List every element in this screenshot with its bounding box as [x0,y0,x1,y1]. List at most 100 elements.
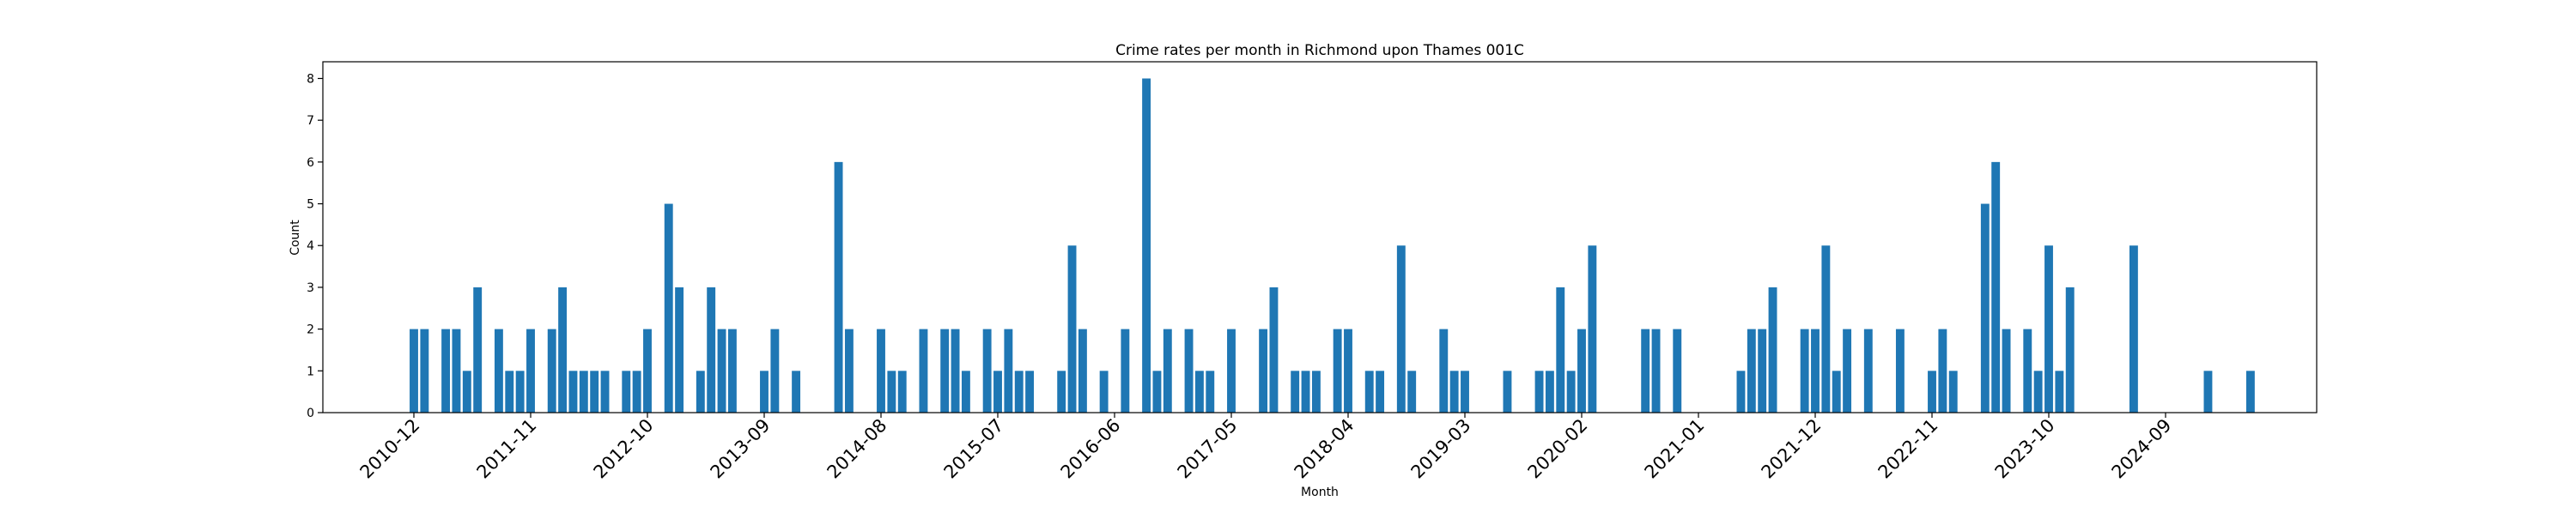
bar-2013-03 [696,371,705,413]
bar-2021-08 [1768,287,1777,413]
bar-2018-07 [1376,371,1385,413]
bar-2018-04 [1344,329,1352,413]
bar-2014-08 [877,329,885,413]
bar-2020-03 [1588,245,1597,413]
bar-2011-08 [494,329,503,413]
bar-2011-03 [441,329,451,413]
y-tick-label: 6 [307,156,314,170]
bar-2020-11 [1673,329,1682,413]
y-tick-label: 5 [307,198,314,212]
bar-2023-08 [2023,329,2032,413]
bar-2017-12 [1301,371,1310,413]
x-tick-label: 2019-03 [1407,415,1475,483]
bar-2011-06 [473,287,483,413]
bar-2014-12 [919,329,928,413]
bar-2023-06 [2002,329,2011,413]
bar-2014-04 [834,161,843,413]
bar-2013-06 [727,329,737,413]
bar-2021-11 [1800,329,1809,413]
x-axis: 2010-12 2011-11 2012-10 2013-09 2014-08 2015-… [356,413,2176,483]
bar-2015-03 [951,329,960,413]
x-tick-label: 2017-05 [1174,415,1242,483]
bar-2016-10 [1152,371,1162,413]
x-tick-label: 2018-04 [1291,415,1358,483]
bar-2016-05 [1099,371,1109,413]
x-tick-label: 2013-09 [707,415,775,483]
bar-2016-11 [1163,329,1172,413]
bar-2024-06 [2129,245,2138,413]
bar-2019-07 [1503,371,1512,413]
bar-2018-10 [1407,371,1417,413]
bar-2017-02 [1194,371,1204,413]
bar-2017-11 [1291,371,1300,413]
bar-2018-03 [1333,329,1342,413]
plot-frame [322,61,2318,413]
bar-2018-06 [1364,371,1374,413]
bar-2013-10 [770,329,780,413]
chart-title: Crime rates per month in Richmond upon T… [1115,42,1524,59]
bar-2017-03 [1206,371,1215,413]
bar-2012-04 [579,371,588,413]
bar-2025-01 [2203,371,2213,413]
bar-2017-09 [1269,287,1279,413]
x-tick-label: 2016-06 [1057,415,1125,483]
bar-2020-09 [1651,329,1661,413]
bar-2016-03 [1078,329,1087,413]
bar-2015-09 [1014,371,1024,413]
bar-2020-02 [1577,329,1586,413]
bar-2012-09 [632,371,641,413]
bar-2015-02 [940,329,950,413]
bar-2022-12 [1938,329,1947,413]
bar-2022-05 [1863,329,1873,413]
bar-2012-08 [622,371,631,413]
bar-2023-05 [1991,161,2001,413]
bar-2012-05 [590,371,599,413]
x-tick-label: 2020-02 [1524,415,1592,483]
bar-2013-12 [792,371,801,413]
y-tick-label: 8 [307,72,314,86]
bar-2018-09 [1396,245,1406,413]
x-tick-label: 2015-07 [940,415,1008,483]
bar-2017-01 [1184,329,1194,413]
y-tick-label: 0 [307,407,314,420]
bar-2021-07 [1758,329,1767,413]
bar-2021-12 [1811,329,1820,413]
bar-2018-01 [1311,371,1321,413]
bar-2023-10 [2044,245,2053,413]
bar-2020-01 [1566,371,1576,413]
x-tick-label: 2022-11 [1874,415,1942,483]
bar-2019-12 [1556,287,1565,413]
bar-2011-11 [526,329,535,413]
bar-2014-09 [887,371,896,413]
y-tick-label: 7 [307,114,314,128]
x-tick-label: 2011-11 [473,415,541,483]
bar-2016-09 [1142,78,1151,413]
bar-2012-12 [664,203,673,413]
bar-2011-05 [462,371,471,413]
bar-2015-08 [1004,329,1013,413]
bar-2019-01 [1439,329,1449,413]
bar-2012-02 [558,287,568,413]
bar-2016-07 [1121,329,1130,413]
bar-2011-10 [515,371,525,413]
bar-2017-05 [1227,329,1236,413]
bar-2022-03 [1843,329,1852,413]
bar-2012-10 [643,329,652,413]
bar-2013-01 [675,287,684,413]
y-tick-label: 3 [307,281,314,295]
x-tick-label: 2023-10 [1991,415,2059,483]
x-tick-label: 2021-01 [1641,415,1709,483]
y-tick-label: 2 [307,323,314,337]
bar-2010-12 [410,329,418,413]
bar-2023-11 [2055,371,2064,413]
bar-2022-01 [1821,245,1831,413]
bar-2020-08 [1641,329,1650,413]
bar-2016-01 [1057,371,1066,413]
bar-2015-10 [1025,371,1035,413]
x-tick-label: 2024-09 [2108,415,2176,483]
bar-2011-01 [420,329,429,413]
bar-2015-07 [993,371,1002,413]
bar-2014-10 [897,371,907,413]
y-tick-label: 4 [307,239,314,253]
